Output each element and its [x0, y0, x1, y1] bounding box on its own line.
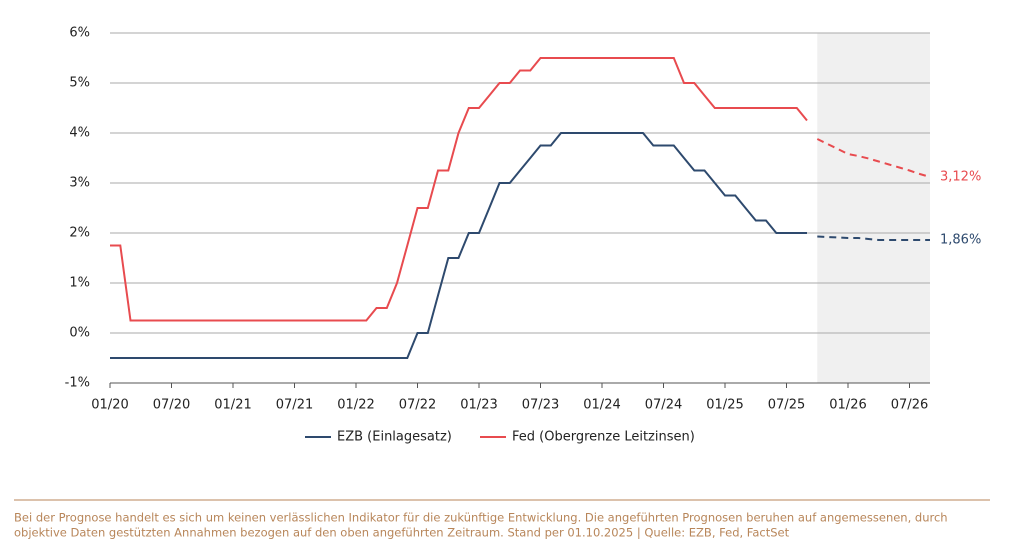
end-label: 3,12% [940, 170, 981, 185]
series-line [110, 132, 807, 359]
y-tick-label: 2% [69, 226, 90, 241]
y-tick-label: 4% [69, 126, 90, 141]
x-tick-label: 01/21 [214, 398, 251, 413]
y-tick-label: -1% [65, 376, 90, 391]
x-tick-label: 01/23 [460, 398, 497, 413]
footnote-line: objektive Daten gestützten Annahmen bezo… [14, 526, 790, 540]
y-tick-label: 0% [69, 326, 90, 341]
x-tick-label: 01/25 [706, 398, 743, 413]
end-label: 1,86% [940, 233, 981, 248]
x-tick-label: 07/23 [522, 398, 559, 413]
y-tick-label: 1% [69, 276, 90, 291]
y-tick-label: 6% [69, 26, 90, 41]
x-tick-label: 01/22 [337, 398, 374, 413]
y-tick-label: 5% [69, 76, 90, 91]
x-tick-label: 07/21 [276, 398, 313, 413]
legend-label: Fed (Obergrenze Leitzinsen) [512, 430, 695, 445]
forecast-line [817, 235, 930, 241]
forecast-region [817, 33, 930, 383]
x-tick-label: 07/22 [399, 398, 436, 413]
x-tick-label: 01/26 [829, 398, 866, 413]
legend-label: EZB (Einlagesatz) [337, 430, 452, 445]
series-line [110, 57, 808, 322]
x-tick-label: 07/24 [645, 398, 682, 413]
y-tick-label: 3% [69, 176, 90, 191]
footnote-line: Bei der Prognose handelt es sich um kein… [14, 511, 948, 525]
x-tick-label: 01/20 [91, 398, 128, 413]
x-tick-label: 07/20 [153, 398, 190, 413]
x-tick-label: 07/25 [768, 398, 805, 413]
forecast-line [816, 138, 931, 178]
x-tick-label: 01/24 [583, 398, 620, 413]
x-tick-label: 07/26 [891, 398, 928, 413]
